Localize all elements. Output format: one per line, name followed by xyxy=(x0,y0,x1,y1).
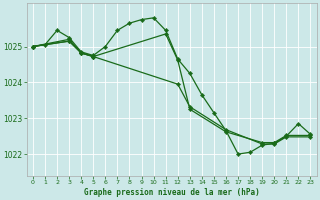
X-axis label: Graphe pression niveau de la mer (hPa): Graphe pression niveau de la mer (hPa) xyxy=(84,188,260,197)
